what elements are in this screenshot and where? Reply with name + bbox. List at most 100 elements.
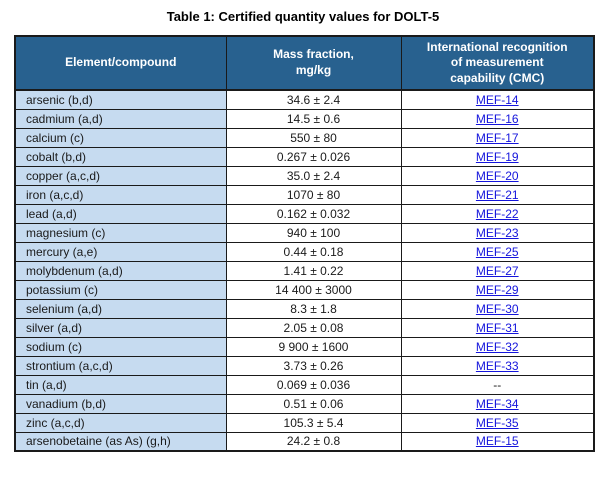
element-cell: strontium (a,c,d) bbox=[14, 355, 227, 376]
mass-fraction-cell: 1070 ± 80 bbox=[225, 184, 402, 205]
cmc-cell: MEF-30 bbox=[400, 298, 595, 319]
element-cell: magnesium (c) bbox=[14, 222, 227, 243]
table-row: magnesium (c) 940 ± 100 MEF-23 bbox=[14, 222, 595, 243]
mass-fraction-cell: 0.44 ± 0.18 bbox=[225, 241, 402, 262]
element-cell: tin (a,d) bbox=[14, 374, 227, 395]
cmc-cell: MEF-31 bbox=[400, 317, 595, 338]
table-row: cobalt (b,d) 0.267 ± 0.026 MEF-19 bbox=[14, 146, 595, 167]
cmc-cell: MEF-34 bbox=[400, 393, 595, 414]
element-cell: zinc (a,c,d) bbox=[14, 412, 227, 433]
table-row: tin (a,d) 0.069 ± 0.036 -- bbox=[14, 374, 595, 395]
cmc-cell: MEF-20 bbox=[400, 165, 595, 186]
mass-fraction-cell: 0.069 ± 0.036 bbox=[225, 374, 402, 395]
mass-fraction-cell: 1.41 ± 0.22 bbox=[225, 260, 402, 281]
cmc-link[interactable]: MEF-20 bbox=[475, 168, 519, 183]
element-cell: calcium (c) bbox=[14, 127, 227, 148]
element-cell: arsenic (b,d) bbox=[14, 89, 227, 110]
table-row: potassium (c) 14 400 ± 3000 MEF-29 bbox=[14, 279, 595, 300]
mass-fraction-cell: 35.0 ± 2.4 bbox=[225, 165, 402, 186]
table-row: lead (a,d) 0.162 ± 0.032 MEF-22 bbox=[14, 203, 595, 224]
header-row: Element/compound Mass fraction, mg/kg In… bbox=[14, 35, 595, 91]
cmc-link[interactable]: MEF-34 bbox=[475, 396, 519, 411]
cmc-cell: MEF-14 bbox=[400, 89, 595, 110]
table-row: copper (a,c,d) 35.0 ± 2.4 MEF-20 bbox=[14, 165, 595, 186]
certified-values-table: Element/compound Mass fraction, mg/kg In… bbox=[14, 35, 595, 452]
cmc-link[interactable]: MEF-29 bbox=[475, 282, 519, 297]
mass-fraction-cell: 9 900 ± 1600 bbox=[225, 336, 402, 357]
cmc-cell: MEF-32 bbox=[400, 336, 595, 357]
cmc-link[interactable]: MEF-31 bbox=[475, 320, 519, 335]
cmc-empty-value: -- bbox=[493, 377, 502, 392]
table-row: silver (a,d) 2.05 ± 0.08 MEF-31 bbox=[14, 317, 595, 338]
mass-fraction-cell: 0.267 ± 0.026 bbox=[225, 146, 402, 167]
page-title: Table 1: Certified quantity values for D… bbox=[166, 9, 440, 24]
cmc-link[interactable]: MEF-35 bbox=[475, 415, 519, 430]
table-row: calcium (c) 550 ± 80 MEF-17 bbox=[14, 127, 595, 148]
col-header-cmc: International recognition of measurement… bbox=[400, 35, 595, 91]
mass-fraction-cell: 2.05 ± 0.08 bbox=[225, 317, 402, 338]
table-row: sodium (c) 9 900 ± 1600 MEF-32 bbox=[14, 336, 595, 357]
table-row: zinc (a,c,d) 105.3 ± 5.4 MEF-35 bbox=[14, 412, 595, 433]
cmc-link[interactable]: MEF-30 bbox=[475, 301, 519, 316]
element-cell: copper (a,c,d) bbox=[14, 165, 227, 186]
element-cell: molybdenum (a,d) bbox=[14, 260, 227, 281]
cmc-link[interactable]: MEF-32 bbox=[475, 339, 519, 354]
cmc-cell: MEF-23 bbox=[400, 222, 595, 243]
cmc-cell: MEF-21 bbox=[400, 184, 595, 205]
cmc-cell: MEF-33 bbox=[400, 355, 595, 376]
mass-fraction-cell: 8.3 ± 1.8 bbox=[225, 298, 402, 319]
cmc-link[interactable]: MEF-19 bbox=[475, 149, 519, 164]
mass-fraction-cell: 3.73 ± 0.26 bbox=[225, 355, 402, 376]
element-cell: silver (a,d) bbox=[14, 317, 227, 338]
cmc-cell: -- bbox=[400, 374, 595, 395]
table-row: vanadium (b,d) 0.51 ± 0.06 MEF-34 bbox=[14, 393, 595, 414]
cmc-link[interactable]: MEF-23 bbox=[475, 225, 519, 240]
element-cell: sodium (c) bbox=[14, 336, 227, 357]
cmc-cell: MEF-15 bbox=[400, 431, 595, 452]
element-cell: arsenobetaine (as As) (g,h) bbox=[14, 431, 227, 452]
element-cell: cobalt (b,d) bbox=[14, 146, 227, 167]
cmc-cell: MEF-17 bbox=[400, 127, 595, 148]
cmc-link[interactable]: MEF-15 bbox=[475, 434, 519, 449]
cmc-link[interactable]: MEF-21 bbox=[475, 187, 519, 202]
table-row: arsenobetaine (as As) (g,h) 24.2 ± 0.8 MEF… bbox=[14, 431, 595, 452]
cmc-cell: MEF-29 bbox=[400, 279, 595, 300]
table-row: selenium (a,d) 8.3 ± 1.8 MEF-30 bbox=[14, 298, 595, 319]
cmc-link[interactable]: MEF-16 bbox=[475, 111, 519, 126]
cmc-link[interactable]: MEF-33 bbox=[475, 358, 519, 373]
mass-fraction-cell: 34.6 ± 2.4 bbox=[225, 89, 402, 110]
mass-fraction-cell: 550 ± 80 bbox=[225, 127, 402, 148]
cmc-link[interactable]: MEF-22 bbox=[475, 206, 519, 221]
cmc-link[interactable]: MEF-17 bbox=[475, 130, 519, 145]
mass-fraction-cell: 24.2 ± 0.8 bbox=[225, 431, 402, 452]
col-header-element-compound: Element/compound bbox=[14, 35, 227, 91]
cmc-cell: MEF-19 bbox=[400, 146, 595, 167]
mass-fraction-cell: 0.162 ± 0.032 bbox=[225, 203, 402, 224]
col-header-mass-fraction: Mass fraction, mg/kg bbox=[225, 35, 402, 91]
table-row: strontium (a,c,d) 3.73 ± 0.26 MEF-33 bbox=[14, 355, 595, 376]
mass-fraction-cell: 14.5 ± 0.6 bbox=[225, 108, 402, 129]
table-row: iron (a,c,d) 1070 ± 80 MEF-21 bbox=[14, 184, 595, 205]
cmc-cell: MEF-35 bbox=[400, 412, 595, 433]
element-cell: potassium (c) bbox=[14, 279, 227, 300]
cmc-link[interactable]: MEF-25 bbox=[475, 244, 519, 259]
cmc-cell: MEF-25 bbox=[400, 241, 595, 262]
element-cell: vanadium (b,d) bbox=[14, 393, 227, 414]
cmc-cell: MEF-27 bbox=[400, 260, 595, 281]
mass-fraction-cell: 105.3 ± 5.4 bbox=[225, 412, 402, 433]
cmc-link[interactable]: MEF-27 bbox=[475, 263, 519, 278]
element-cell: cadmium (a,d) bbox=[14, 108, 227, 129]
cmc-link[interactable]: MEF-14 bbox=[475, 92, 519, 107]
table-row: arsenic (b,d) 34.6 ± 2.4 MEF-14 bbox=[14, 89, 595, 110]
cmc-cell: MEF-16 bbox=[400, 108, 595, 129]
element-cell: lead (a,d) bbox=[14, 203, 227, 224]
mass-fraction-cell: 14 400 ± 3000 bbox=[225, 279, 402, 300]
mass-fraction-cell: 940 ± 100 bbox=[225, 222, 402, 243]
table-row: cadmium (a,d) 14.5 ± 0.6 MEF-16 bbox=[14, 108, 595, 129]
cmc-cell: MEF-22 bbox=[400, 203, 595, 224]
table-row: molybdenum (a,d) 1.41 ± 0.22 MEF-27 bbox=[14, 260, 595, 281]
element-cell: mercury (a,e) bbox=[14, 241, 227, 262]
mass-fraction-cell: 0.51 ± 0.06 bbox=[225, 393, 402, 414]
element-cell: iron (a,c,d) bbox=[14, 184, 227, 205]
element-cell: selenium (a,d) bbox=[14, 298, 227, 319]
